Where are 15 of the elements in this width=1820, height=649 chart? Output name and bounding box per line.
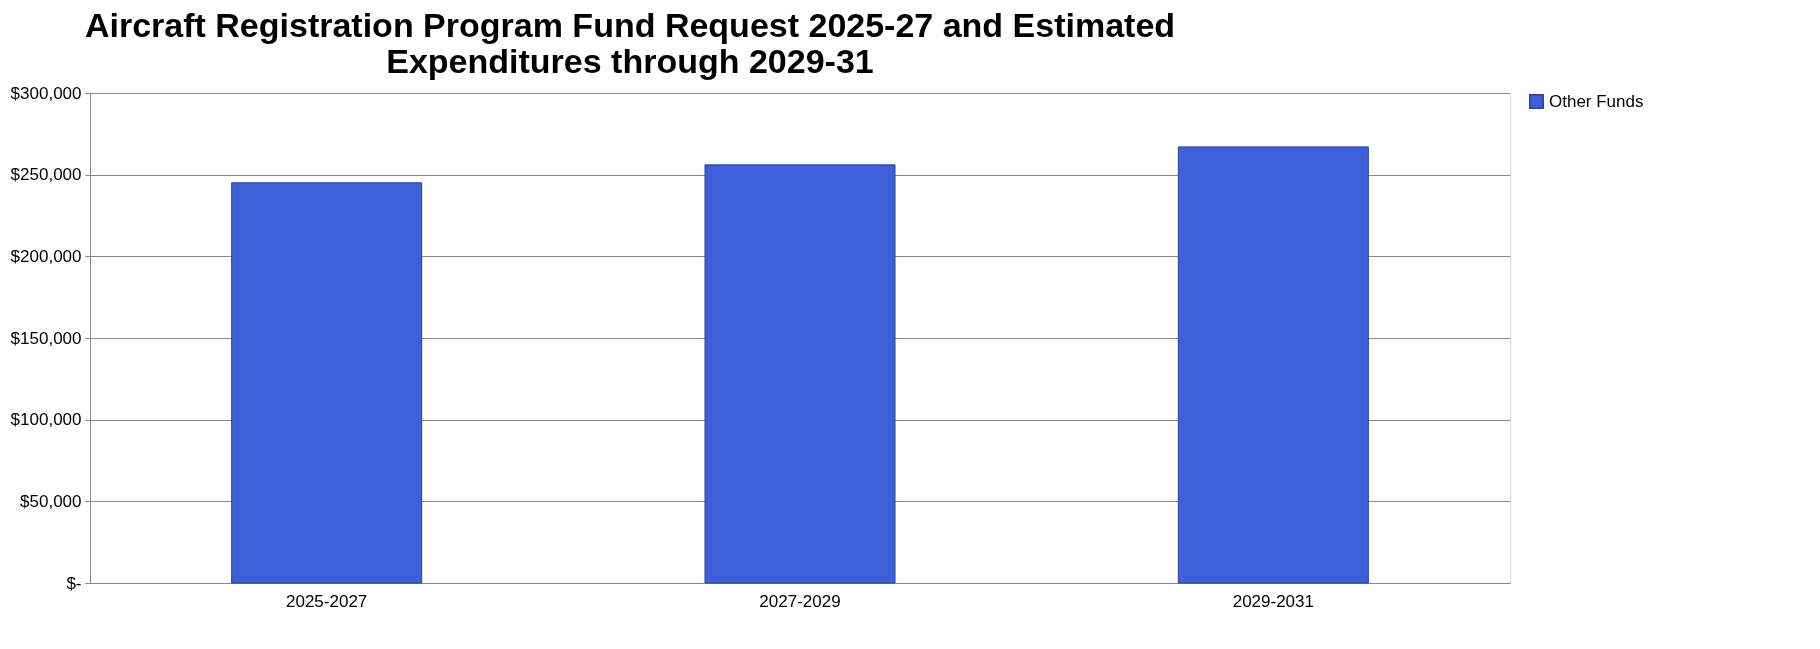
y-tick-label: $100,000 (10, 410, 82, 430)
bar (704, 164, 896, 584)
x-tick-label: 2025-2027 (286, 591, 368, 611)
y-tick-label: $50,000 (20, 491, 82, 511)
bar (1177, 146, 1369, 584)
bar (231, 182, 423, 584)
y-tick-label: $300,000 (10, 83, 82, 103)
x-tick-label: 2029-2031 (1232, 591, 1314, 611)
y-tick-label: $250,000 (10, 165, 82, 185)
y-tick-label: $- (66, 573, 82, 593)
y-tick-label: $200,000 (10, 246, 82, 266)
x-tick-label: 2027-2029 (759, 591, 841, 611)
y-tick-label: $150,000 (10, 328, 82, 348)
text: Aircraft Registration Program Fund Request 2025-27 and Estimated (84, 6, 1176, 44)
legend-label: Other Funds (1549, 91, 1644, 111)
